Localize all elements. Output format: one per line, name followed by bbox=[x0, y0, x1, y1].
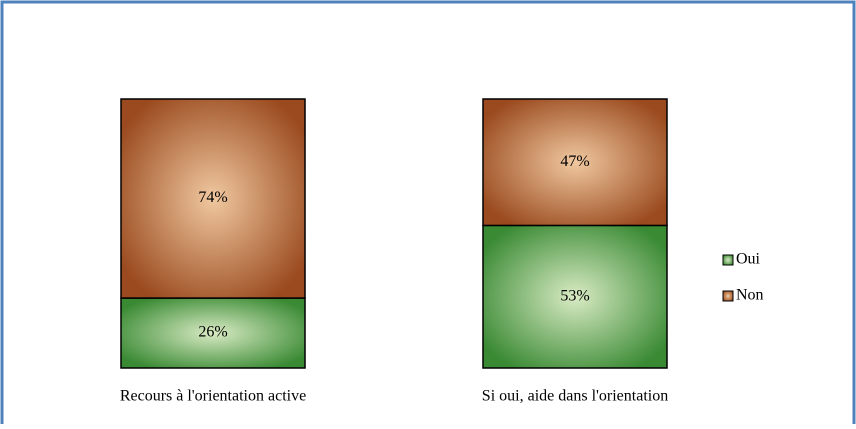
legend-label: Non bbox=[736, 287, 764, 304]
bar-segment bbox=[120, 98, 306, 299]
value-label: 74% bbox=[198, 189, 227, 206]
legend-swatch bbox=[722, 290, 734, 302]
bar-segment bbox=[120, 297, 306, 369]
legend-label: Oui bbox=[736, 251, 761, 268]
bar-segment bbox=[482, 98, 668, 227]
x-tick-label: Si oui, aide dans l'orientation bbox=[482, 388, 668, 405]
value-label: 47% bbox=[560, 153, 589, 170]
legend-swatch bbox=[722, 254, 734, 266]
value-label: 53% bbox=[560, 287, 589, 304]
x-tick-label: Recours à l'orientation active bbox=[120, 388, 306, 405]
value-label: 26% bbox=[198, 324, 227, 341]
